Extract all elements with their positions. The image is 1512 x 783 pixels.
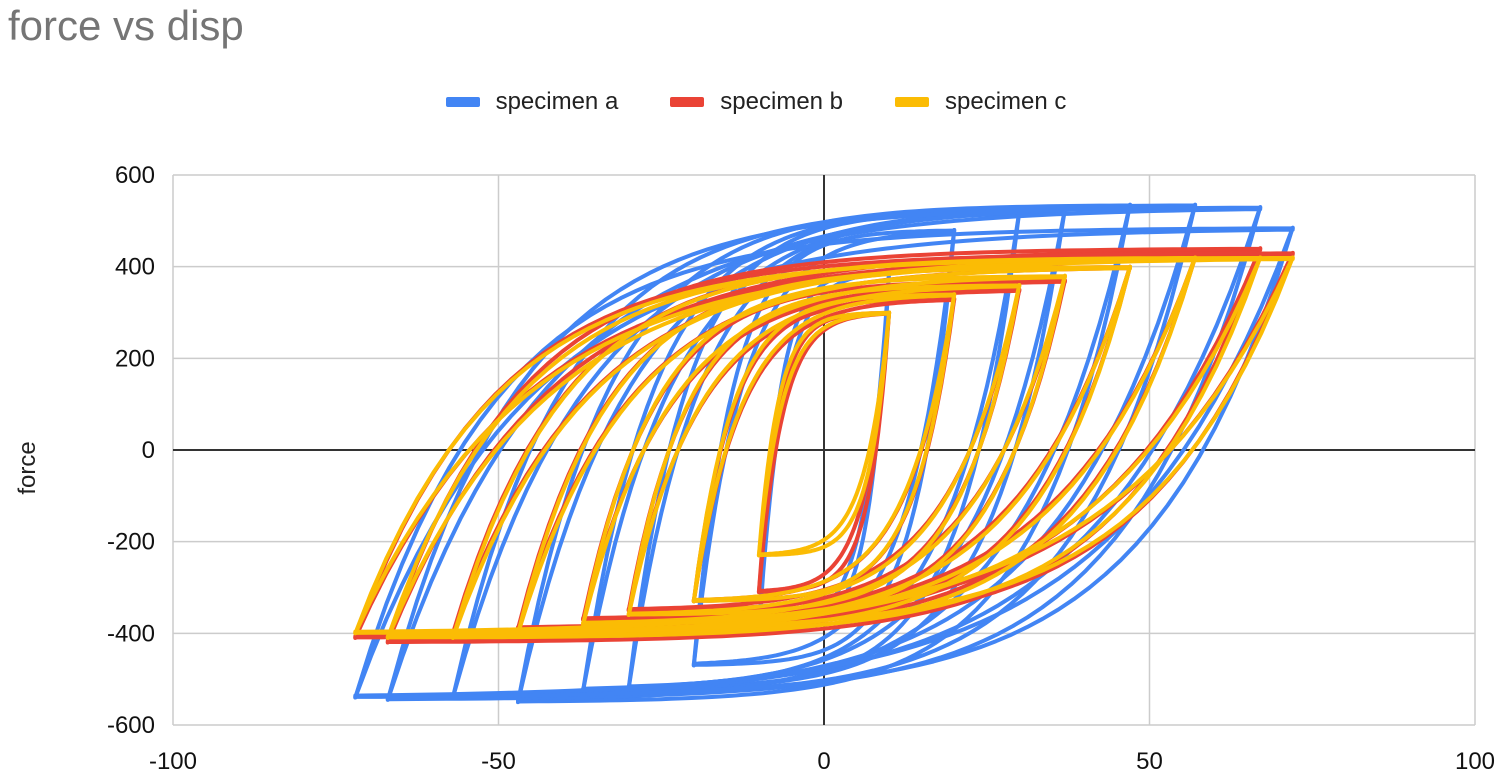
legend-swatch — [445, 97, 480, 107]
y-tick-label: 400 — [115, 254, 155, 281]
y-tick-label: -200 — [107, 529, 155, 556]
x-tick-label: -100 — [149, 748, 197, 775]
y-tick-label: 600 — [115, 162, 155, 189]
x-tick-label: -50 — [481, 748, 516, 775]
y-tick-label: 200 — [115, 345, 155, 372]
legend-item-specimen-c[interactable]: specimen c — [895, 88, 1066, 116]
legend-label: specimen c — [945, 88, 1067, 115]
series-3-loop — [691, 292, 957, 604]
series-1-loop — [385, 205, 1263, 702]
chart-title: force vs disp — [8, 2, 244, 49]
legend-item-specimen-a[interactable]: specimen a — [445, 88, 619, 116]
legend-swatch — [895, 97, 930, 107]
series-1-loop — [353, 225, 1295, 700]
legend-item-specimen-b[interactable]: specimen b — [670, 88, 843, 116]
legend-label: specimen b — [720, 88, 844, 115]
legend-label: specimen a — [495, 88, 619, 115]
series-3-loop — [756, 310, 892, 558]
x-tick-label: 50 — [1136, 748, 1163, 775]
y-tick-label: 0 — [142, 437, 155, 464]
y-tick-label: -400 — [107, 620, 155, 647]
y-tick-label: -600 — [107, 712, 155, 739]
legend-swatch — [670, 97, 705, 107]
series-3-loop — [353, 255, 1295, 636]
legend: specimen a specimen b specimen c — [0, 88, 1512, 116]
series-3-loop — [626, 283, 1022, 617]
x-tick-label: 0 — [817, 748, 830, 775]
x-tick-label: 100 — [1455, 748, 1495, 775]
